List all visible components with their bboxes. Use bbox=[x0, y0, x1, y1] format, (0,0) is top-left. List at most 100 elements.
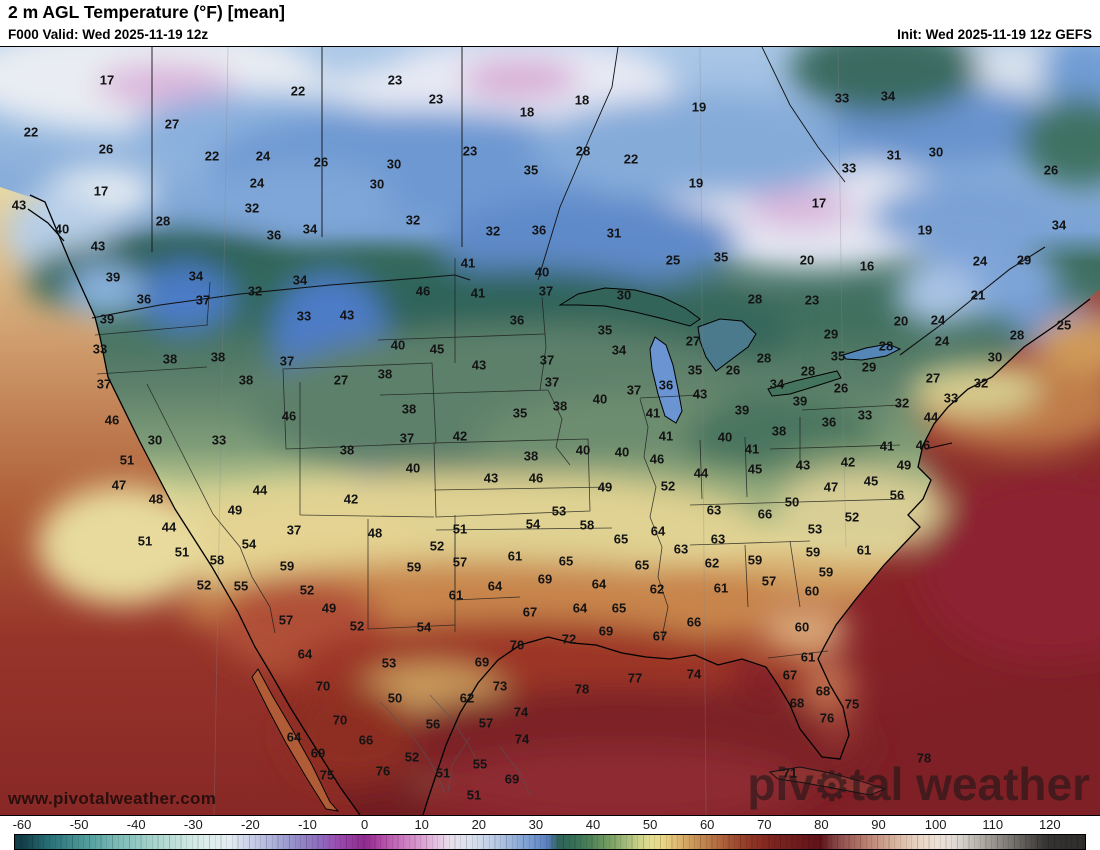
colorbar: -60 -50 -40 -30 -20 -10 0 10 20 30 40 50 60 70 80 90 100… bbox=[0, 815, 1100, 850]
colorbar-tick-label: 50 bbox=[642, 817, 658, 832]
temp-label: 46 bbox=[104, 412, 120, 428]
temp-label: 75 bbox=[319, 767, 335, 783]
temp-label: 19 bbox=[691, 99, 707, 115]
temp-label: 52 bbox=[299, 582, 315, 598]
temp-label: 69 bbox=[537, 571, 553, 587]
temp-label: 26 bbox=[725, 362, 741, 378]
temp-label: 41 bbox=[645, 405, 661, 421]
temp-label: 33 bbox=[841, 160, 857, 176]
cuba-island bbox=[768, 766, 887, 796]
temp-label: 76 bbox=[375, 763, 391, 779]
temp-label: 24 bbox=[934, 333, 950, 349]
temp-label: 51 bbox=[452, 521, 468, 537]
temp-label: 52 bbox=[429, 538, 445, 554]
temp-label: 63 bbox=[673, 541, 689, 557]
temp-label: 37 bbox=[538, 283, 554, 299]
temp-label: 27 bbox=[925, 370, 941, 386]
temp-label: 34 bbox=[880, 88, 896, 104]
temp-label: 43 bbox=[692, 386, 708, 402]
init-time-label: Init: Wed 2025-11-19 12z GEFS bbox=[897, 27, 1092, 42]
temp-label: 41 bbox=[470, 285, 486, 301]
temp-label: 51 bbox=[466, 787, 482, 803]
colorbar-tick-label: -60 bbox=[12, 817, 32, 832]
coastlines bbox=[27, 194, 1091, 815]
valid-time-label: F000 Valid: Wed 2025-11-19 12z bbox=[8, 27, 209, 42]
temp-label: 65 bbox=[613, 531, 629, 547]
temp-label: 42 bbox=[840, 454, 856, 470]
colorbar-gradient bbox=[14, 834, 1086, 850]
temp-label: 19 bbox=[917, 222, 933, 238]
temp-label: 41 bbox=[460, 255, 476, 271]
temp-label: 42 bbox=[452, 428, 468, 444]
temp-label: 51 bbox=[174, 544, 190, 560]
temp-label: 69 bbox=[504, 771, 520, 787]
temp-label: 32 bbox=[247, 283, 263, 299]
temp-label: 59 bbox=[818, 564, 834, 580]
temp-label: 59 bbox=[279, 558, 295, 574]
temp-label: 61 bbox=[448, 587, 464, 603]
temp-label: 30 bbox=[928, 144, 944, 160]
temp-label: 30 bbox=[386, 156, 402, 172]
temp-label: 69 bbox=[474, 654, 490, 670]
temp-label: 53 bbox=[807, 521, 823, 537]
temp-label: 36 bbox=[509, 312, 525, 328]
temp-label: 53 bbox=[551, 503, 567, 519]
temp-label: 69 bbox=[598, 623, 614, 639]
temp-label: 49 bbox=[227, 502, 243, 518]
temp-label: 36 bbox=[531, 222, 547, 238]
temp-label: 24 bbox=[972, 253, 988, 269]
temp-label: 36 bbox=[658, 377, 674, 393]
baja-peninsula bbox=[251, 668, 340, 812]
temp-label: 62 bbox=[649, 581, 665, 597]
temp-label: 25 bbox=[1056, 317, 1072, 333]
temp-label: 33 bbox=[834, 90, 850, 106]
colorbar-tick-label: 10 bbox=[414, 817, 429, 832]
temp-label: 49 bbox=[321, 600, 337, 616]
temp-label: 66 bbox=[686, 614, 702, 630]
temp-label: 63 bbox=[710, 531, 726, 547]
colorbar-tick-label: 80 bbox=[814, 817, 829, 832]
temp-label: 39 bbox=[734, 402, 750, 418]
temp-label: 33 bbox=[296, 308, 312, 324]
temp-label: 22 bbox=[290, 83, 306, 99]
temp-label: 36 bbox=[136, 291, 152, 307]
temp-label: 62 bbox=[459, 690, 475, 706]
temp-label: 33 bbox=[943, 390, 959, 406]
temp-label: 77 bbox=[627, 670, 643, 686]
temp-label: 42 bbox=[343, 491, 359, 507]
temp-label: 64 bbox=[487, 578, 503, 594]
colorbar-tick-label: 0 bbox=[360, 817, 369, 832]
temp-label: 28 bbox=[756, 350, 772, 366]
temp-label: 58 bbox=[579, 517, 595, 533]
temp-label: 35 bbox=[713, 249, 729, 265]
temp-label: 29 bbox=[823, 326, 839, 342]
temp-label: 57 bbox=[761, 573, 777, 589]
temp-label: 61 bbox=[507, 548, 523, 564]
brand-text-pre: piv bbox=[747, 758, 814, 810]
state-borders bbox=[94, 258, 906, 659]
temp-label: 40 bbox=[575, 442, 591, 458]
brand-text-post: tal weather bbox=[849, 758, 1090, 810]
temp-label: 49 bbox=[896, 457, 912, 473]
temp-label: 18 bbox=[574, 92, 590, 108]
temp-label: 26 bbox=[1043, 162, 1059, 178]
temp-label: 39 bbox=[99, 311, 115, 327]
watermark-brand: piv⚙tal weather bbox=[747, 761, 1090, 807]
temp-label: 47 bbox=[111, 477, 127, 493]
temp-label: 35 bbox=[597, 322, 613, 338]
pacific-ocean bbox=[0, 187, 360, 815]
temp-label: 41 bbox=[879, 438, 895, 454]
temp-label: 43 bbox=[471, 357, 487, 373]
temp-label: 67 bbox=[522, 604, 538, 620]
temp-label: 30 bbox=[147, 432, 163, 448]
colorbar-tick-label: -10 bbox=[298, 817, 317, 832]
temp-label: 61 bbox=[713, 580, 729, 596]
temp-label: 43 bbox=[795, 457, 811, 473]
temp-label: 40 bbox=[405, 460, 421, 476]
temp-label: 52 bbox=[196, 577, 212, 593]
temp-label: 53 bbox=[381, 655, 397, 671]
temp-label: 28 bbox=[1009, 327, 1025, 343]
temp-label: 37 bbox=[96, 376, 112, 392]
temp-label: 43 bbox=[11, 197, 27, 213]
